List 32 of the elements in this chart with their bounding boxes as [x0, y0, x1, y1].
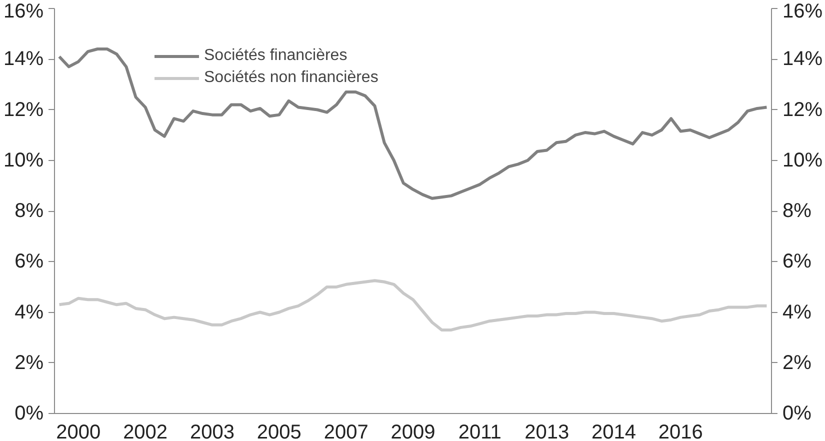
- y2-tick-label: 8%: [782, 200, 812, 222]
- y-tick-label: 10%: [3, 149, 44, 172]
- y-tick-label: 2%: [14, 352, 44, 374]
- y2-tick-label: 16%: [782, 0, 823, 22]
- y2-tick-label: 6%: [782, 250, 812, 273]
- x-tick-label: 2000: [56, 422, 101, 441]
- x-tick-label: 2014: [592, 422, 636, 441]
- y-tick-label: 8%: [14, 200, 44, 222]
- y-tick-label: 12%: [3, 98, 44, 121]
- y2-tick-label: 2%: [782, 352, 812, 374]
- x-tick-label: 2007: [324, 422, 368, 441]
- x-tick-label: 2013: [524, 422, 570, 441]
- y2-tick-label: 4%: [782, 301, 812, 324]
- x-tick-label: 2016: [658, 422, 703, 441]
- y-tick-label: 4%: [14, 301, 44, 324]
- x-tick-label: 2005: [256, 422, 302, 441]
- legend-label: Sociétés non financières: [204, 69, 378, 87]
- y-tick-label: 6%: [14, 250, 44, 273]
- y2-tick-label: 12%: [782, 98, 823, 121]
- x-tick-label: 2003: [190, 422, 234, 441]
- x-tick-label: 2011: [458, 422, 502, 441]
- y2-tick-label: 10%: [782, 149, 823, 172]
- y2-tick-label: 14%: [782, 48, 823, 70]
- x-tick-label: 2002: [123, 422, 168, 441]
- x-tick-label: 2009: [390, 422, 436, 441]
- line-series: [58, 48, 768, 200]
- y-tick-label: 14%: [3, 48, 44, 70]
- y-tick-label: 16%: [3, 0, 44, 22]
- line-series: [58, 279, 768, 332]
- y-tick-label: 0%: [14, 402, 44, 424]
- legend-label: Sociétés financières: [204, 47, 348, 65]
- y2-tick-label: 0%: [782, 402, 812, 424]
